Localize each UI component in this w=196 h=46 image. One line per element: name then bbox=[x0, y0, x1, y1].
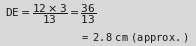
Text: $\mathtt{DE} = \dfrac{\mathtt{12} \times \mathtt{3}}{\mathtt{13}} = \dfrac{\math: $\mathtt{DE} = \dfrac{\mathtt{12} \times… bbox=[5, 3, 96, 26]
Text: $\mathtt{= \ 2.8 \ cm \ (approx.)}$: $\mathtt{= \ 2.8 \ cm \ (approx.)}$ bbox=[79, 31, 189, 45]
